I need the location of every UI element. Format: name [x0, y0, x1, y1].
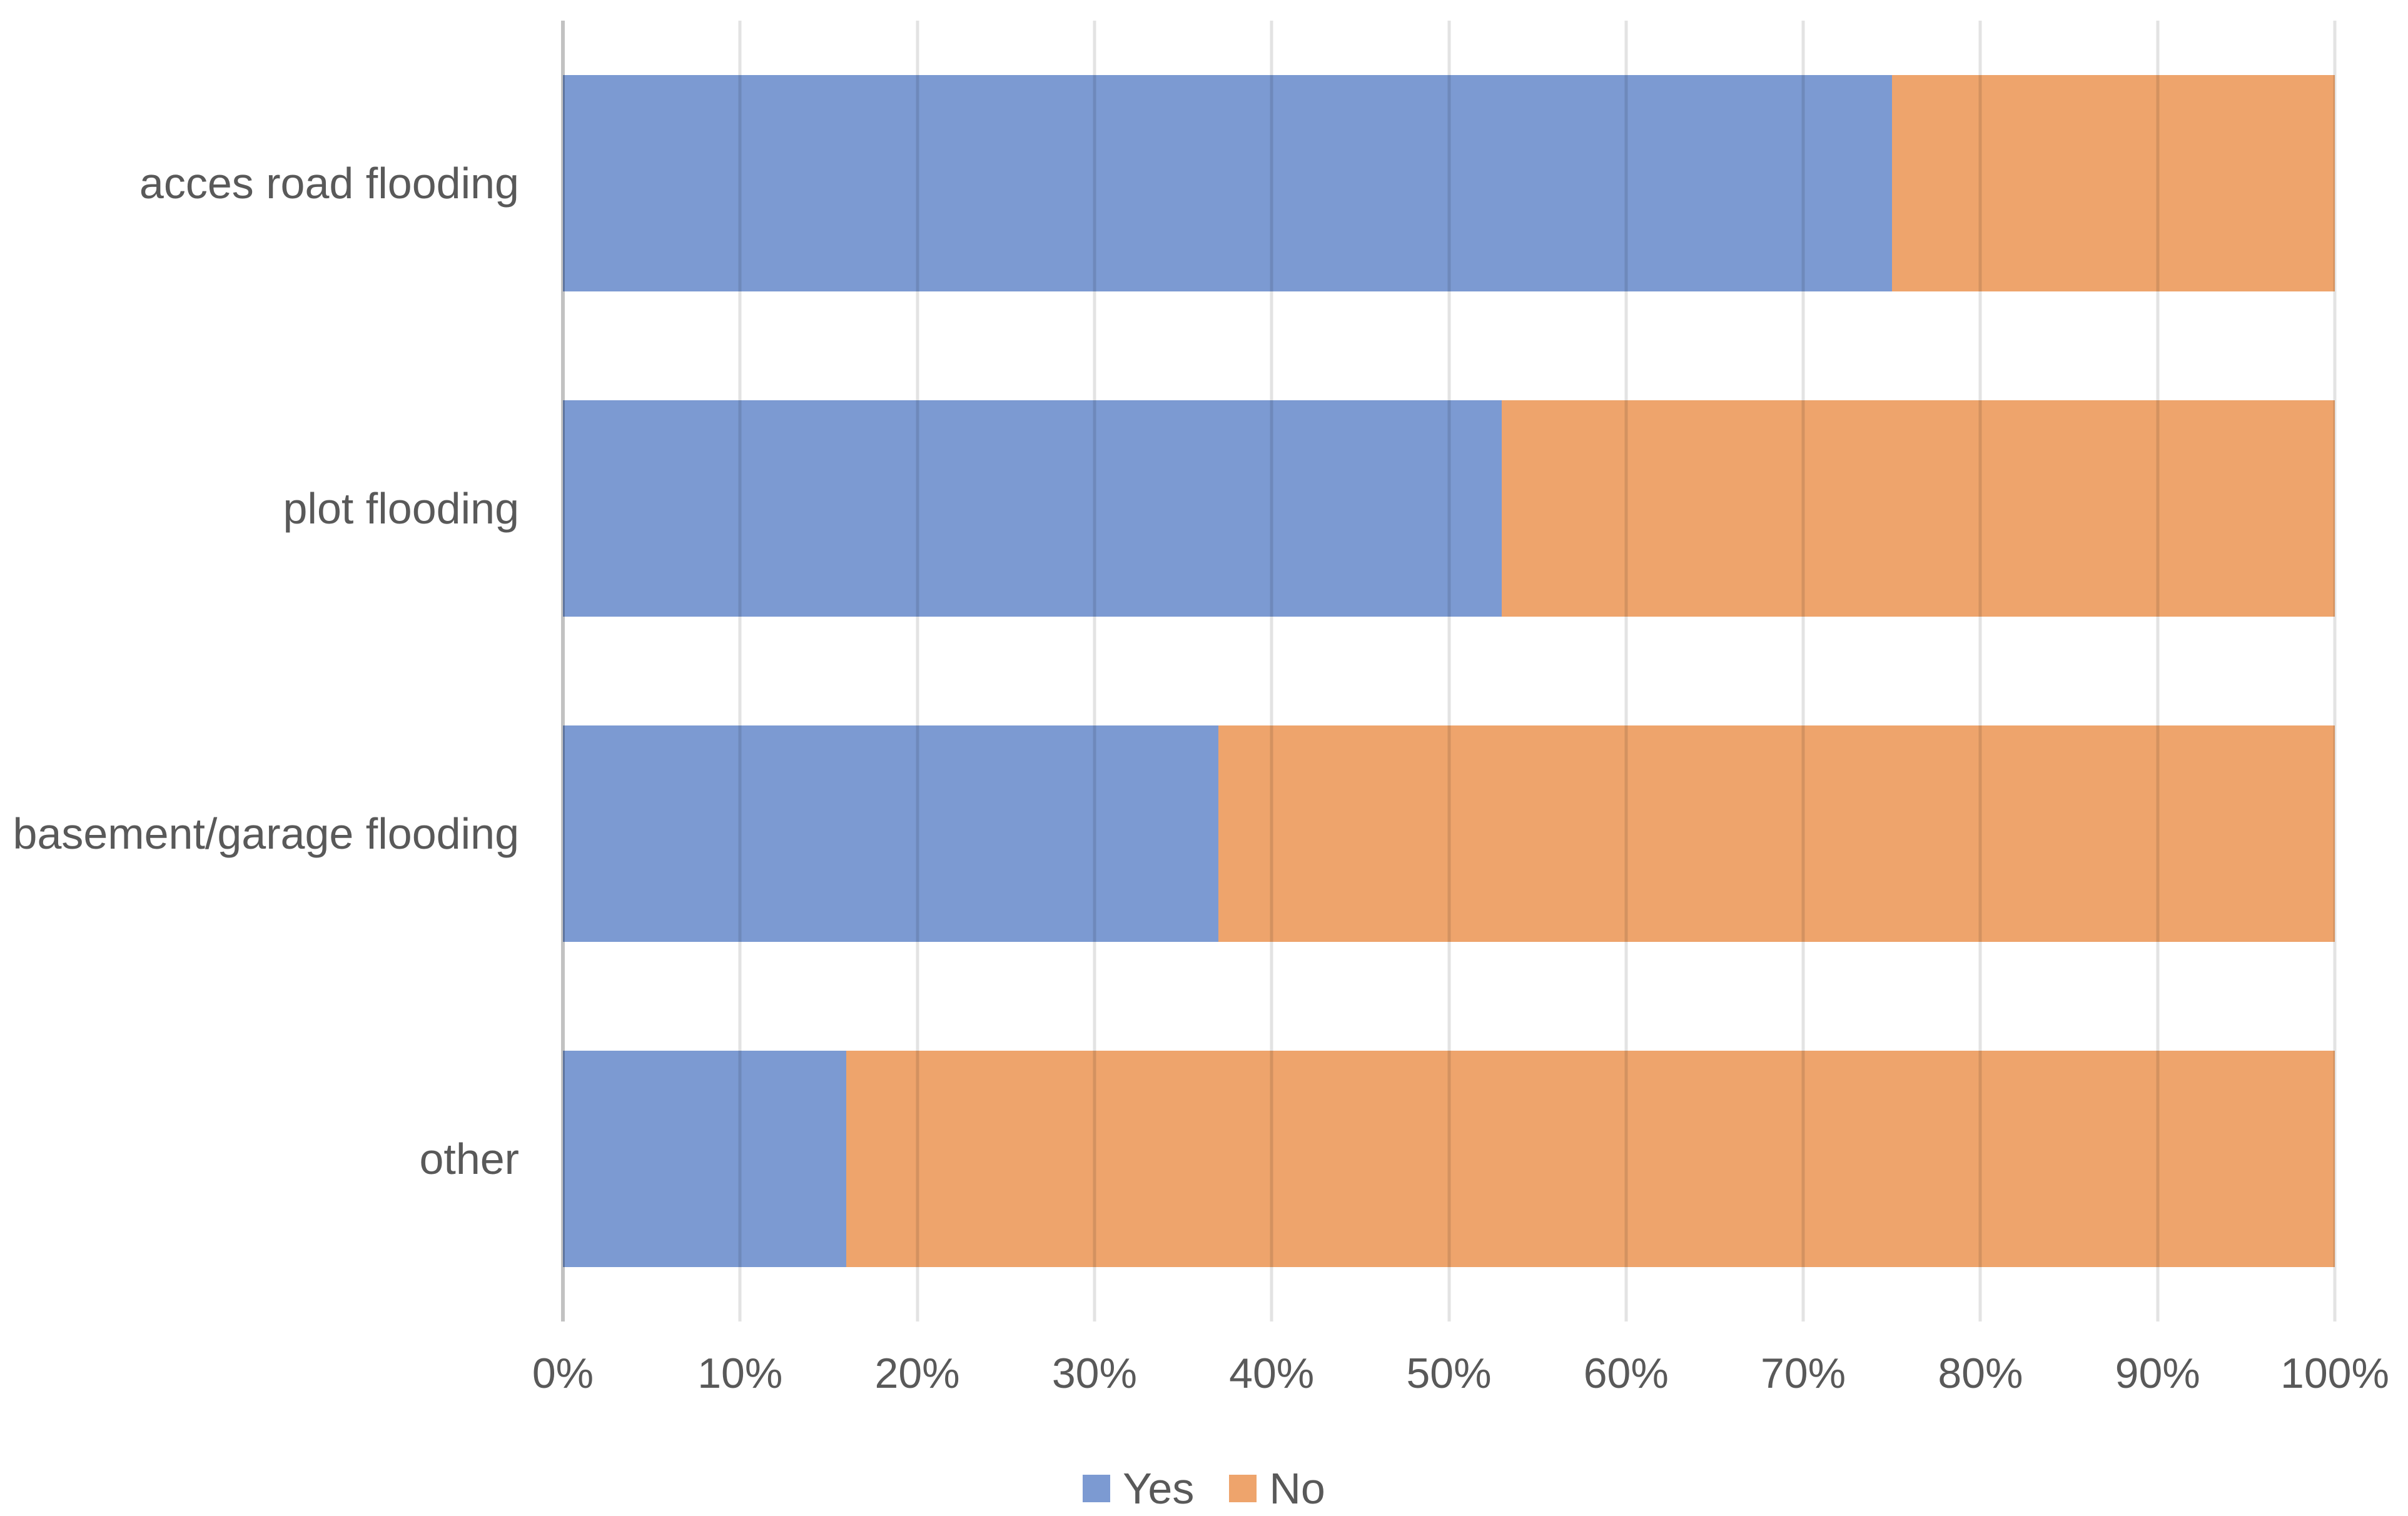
- gridline: [1270, 21, 1273, 1321]
- stacked-bar: [563, 725, 2335, 942]
- legend-item-yes: Yes: [1083, 1463, 1194, 1513]
- category-label: plot flooding: [283, 484, 519, 533]
- gridline: [2156, 21, 2160, 1321]
- gridline: [1093, 21, 1096, 1321]
- legend: Yes No: [0, 1459, 2408, 1516]
- percent-axis-labels: 0% 10% 20% 30% 40% 50% 60% 70% 80% 90% 100%: [532, 1345, 2389, 1402]
- axis-tick-label: 10%: [697, 1350, 783, 1397]
- axis-tick-label: 90%: [2115, 1350, 2200, 1397]
- bar-row: [563, 21, 2335, 346]
- bar-segment-yes: [563, 725, 1219, 942]
- axis-tick-label: 50%: [1406, 1350, 1492, 1397]
- legend-label: No: [1269, 1464, 1325, 1513]
- gridline: [1624, 21, 1628, 1321]
- axis-tick-label: 70%: [1761, 1350, 1846, 1397]
- bar-row: [563, 671, 2335, 996]
- legend-item-no: No: [1229, 1463, 1325, 1513]
- gridline: [916, 21, 919, 1321]
- category-label: basement/garage flooding: [13, 809, 519, 858]
- gridline: [1978, 21, 1982, 1321]
- gridline: [1801, 21, 1805, 1321]
- bar-row: [563, 996, 2335, 1321]
- bar-row: [563, 346, 2335, 671]
- legend-label: Yes: [1123, 1464, 1195, 1513]
- axis-tick-label: 30%: [1051, 1350, 1137, 1397]
- axis-tick-label: 100%: [2280, 1350, 2389, 1397]
- gridline: [738, 21, 742, 1321]
- bar-segment-yes: [563, 74, 1892, 292]
- legend-swatch-yes: [1083, 1475, 1111, 1502]
- stacked-bar: [563, 74, 2335, 292]
- axis-tick-label: 60%: [1583, 1350, 1669, 1397]
- value-axis-line: [561, 21, 565, 1321]
- axis-tick-label: 0%: [532, 1350, 594, 1397]
- axis-tick-label: 20%: [874, 1350, 960, 1397]
- category-label: acces road flooding: [139, 159, 519, 208]
- bar-segment-no: [1218, 725, 2335, 942]
- category-axis-labels: acces road flooding plot flooding basement…: [0, 21, 519, 1321]
- stacked-bar: [563, 1050, 2335, 1268]
- axis-tick-label: 80%: [1938, 1350, 2023, 1397]
- bar-segment-yes: [563, 400, 1502, 617]
- bar-segment-yes: [563, 1050, 847, 1268]
- axis-tick-label: 40%: [1229, 1350, 1315, 1397]
- stacked-bar: [563, 400, 2335, 617]
- gridline: [2333, 21, 2337, 1321]
- legend-swatch-no: [1229, 1475, 1257, 1502]
- bar-segment-no: [1891, 74, 2335, 292]
- gridline: [1447, 21, 1450, 1321]
- plot-area: [561, 21, 2337, 1321]
- bar-segment-no: [846, 1050, 2335, 1268]
- category-label: other: [419, 1134, 519, 1183]
- bar-segment-no: [1502, 400, 2335, 617]
